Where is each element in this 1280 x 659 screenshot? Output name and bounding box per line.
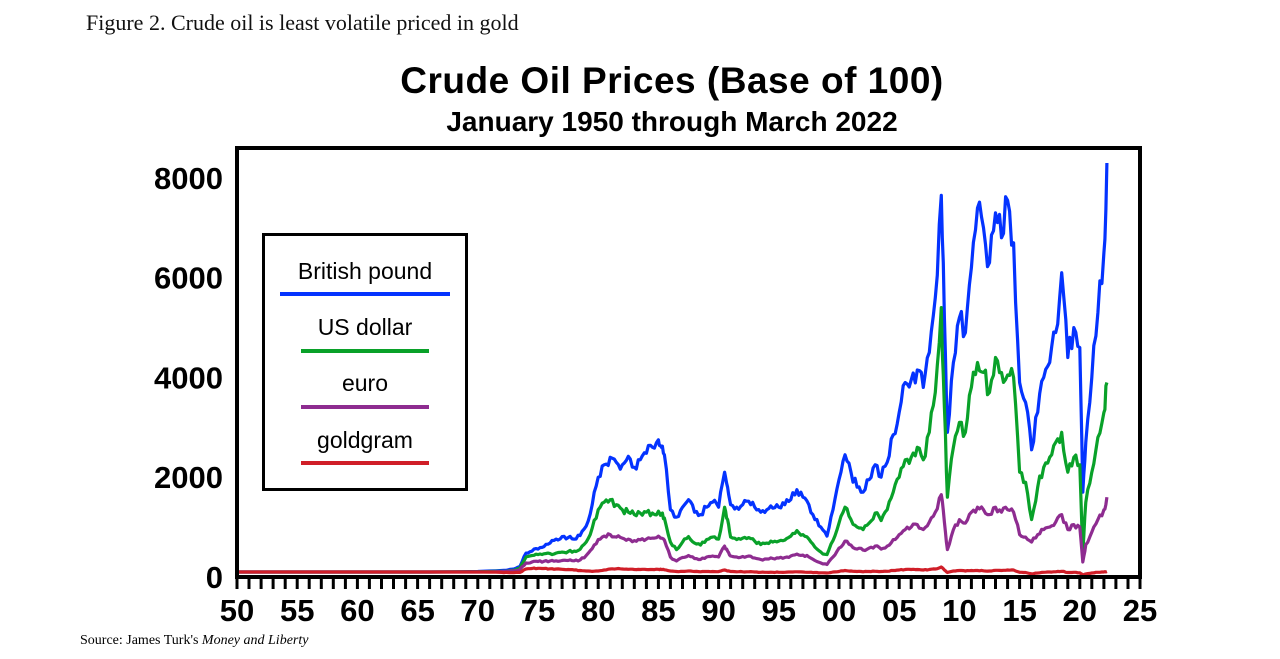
svg-text:10: 10 <box>942 593 976 628</box>
svg-text:75: 75 <box>521 593 555 628</box>
chart-legend: British pound US dollar euro goldgram <box>262 233 468 491</box>
svg-text:50: 50 <box>220 593 254 628</box>
legend-line-swatch <box>301 348 429 353</box>
legend-entry-british-pound: British pound <box>265 257 465 297</box>
svg-text:90: 90 <box>701 593 735 628</box>
chart-title: Crude Oil Prices (Base of 100) <box>400 60 944 101</box>
svg-text:95: 95 <box>762 593 796 628</box>
svg-text:8000: 8000 <box>154 161 223 196</box>
legend-line-swatch <box>301 461 429 465</box>
svg-text:6000: 6000 <box>154 261 223 296</box>
svg-text:05: 05 <box>882 593 916 628</box>
svg-text:25: 25 <box>1123 593 1157 628</box>
svg-text:0: 0 <box>206 560 223 595</box>
svg-text:2000: 2000 <box>154 460 223 495</box>
svg-text:00: 00 <box>822 593 856 628</box>
svg-text:85: 85 <box>641 593 675 628</box>
svg-text:55: 55 <box>280 593 314 628</box>
legend-label: US dollar <box>317 314 413 341</box>
source-title: Money and Liberty <box>201 633 309 648</box>
chart-subtitle: January 1950 through March 2022 <box>446 106 898 137</box>
svg-text:60: 60 <box>340 593 374 628</box>
source-prefix: Source: James Turk's <box>80 633 199 648</box>
legend-entry-euro: euro <box>265 370 465 409</box>
svg-text:80: 80 <box>581 593 615 628</box>
svg-text:4000: 4000 <box>154 361 223 396</box>
legend-line-swatch <box>301 404 429 409</box>
legend-entry-goldgram: goldgram <box>265 426 465 465</box>
svg-text:70: 70 <box>461 593 495 628</box>
svg-text:65: 65 <box>400 593 434 628</box>
legend-label: euro <box>341 370 389 397</box>
legend-entry-us-dollar: US dollar <box>265 314 465 353</box>
legend-label: British pound <box>297 257 433 284</box>
svg-text:20: 20 <box>1063 593 1097 628</box>
legend-line-swatch <box>280 292 450 297</box>
figure-caption: Figure 2. Crude oil is least volatile pr… <box>86 10 519 35</box>
svg-text:15: 15 <box>1002 593 1036 628</box>
source-note: Source: James Turk's Money and Liberty <box>80 633 308 649</box>
legend-label: goldgram <box>317 426 413 453</box>
